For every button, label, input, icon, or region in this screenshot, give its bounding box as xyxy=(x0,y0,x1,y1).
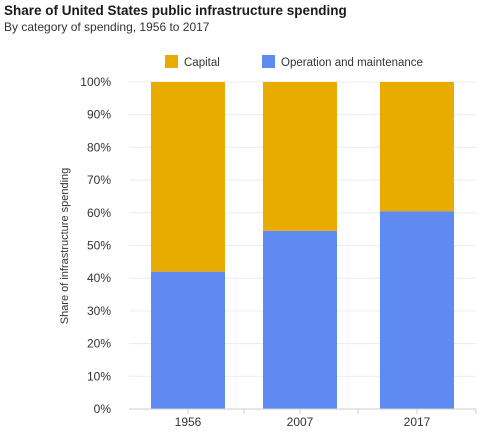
x-tick-label: 2017 xyxy=(404,415,431,429)
y-tick-label: 60% xyxy=(87,206,111,220)
y-tick-label: 80% xyxy=(87,140,111,154)
chart-subtitle: By category of spending, 1956 to 2017 xyxy=(4,20,210,34)
y-tick-label: 10% xyxy=(87,369,111,383)
bar-operation-and-maintenance-2007 xyxy=(263,230,337,409)
bar-operation-and-maintenance-1956 xyxy=(151,271,225,409)
y-tick-label: 100% xyxy=(80,75,111,89)
y-axis-title: Share of infrastructure spending xyxy=(59,168,71,325)
bar-capital-1956 xyxy=(151,82,225,272)
x-tick-label: 2007 xyxy=(287,415,314,429)
y-tick-label: 20% xyxy=(87,337,111,351)
y-tick-label: 0% xyxy=(94,402,112,416)
y-tick-label: 70% xyxy=(87,173,111,187)
bar-capital-2007 xyxy=(263,82,337,231)
legend-label-capital: Capital xyxy=(184,57,220,69)
y-tick-label: 90% xyxy=(87,108,111,122)
bar-capital-2017 xyxy=(380,82,454,212)
legend-swatch-capital xyxy=(165,55,178,68)
bar-operation-and-maintenance-2017 xyxy=(380,211,454,409)
legend: Capital Operation and maintenance xyxy=(165,55,423,69)
legend-label-operation-and-maintenance: Operation and maintenance xyxy=(281,57,423,69)
x-tick-label: 1956 xyxy=(175,415,202,429)
y-tick-label: 50% xyxy=(87,239,111,253)
y-tick-label: 40% xyxy=(87,271,111,285)
chart-title: Share of United States public infrastruc… xyxy=(4,3,347,18)
legend-swatch-operation-and-maintenance xyxy=(262,55,275,68)
bars xyxy=(151,82,454,409)
y-tick-label: 30% xyxy=(87,304,111,318)
axes: 0% 10% 20% 30% 40% 50% 60% 70% 80% 90% 100% 1956 200… xyxy=(59,75,477,429)
